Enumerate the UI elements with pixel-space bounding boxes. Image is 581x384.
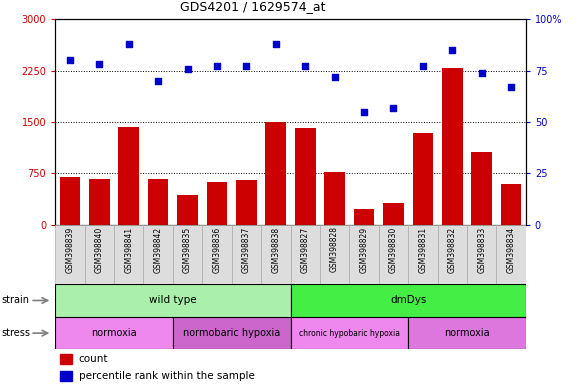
Bar: [471, 152, 492, 225]
Bar: [290, 225, 320, 284]
Bar: [55, 225, 85, 284]
Bar: [114, 225, 144, 284]
Text: GSM398833: GSM398833: [477, 227, 486, 273]
Text: GSM398842: GSM398842: [153, 227, 163, 273]
Point: [183, 65, 192, 71]
Bar: [60, 177, 80, 225]
Bar: [501, 184, 521, 225]
Text: GSM398829: GSM398829: [360, 227, 368, 273]
Bar: [442, 68, 462, 225]
Point: [389, 104, 398, 111]
Point: [65, 57, 74, 63]
Bar: [89, 179, 110, 225]
Text: GSM398836: GSM398836: [213, 227, 221, 273]
Text: strain: strain: [1, 295, 29, 306]
Point: [447, 47, 457, 53]
Bar: [232, 225, 261, 284]
Point: [242, 63, 251, 70]
Text: GSM398835: GSM398835: [183, 227, 192, 273]
Point: [124, 41, 134, 47]
Bar: [320, 225, 349, 284]
Bar: [408, 225, 437, 284]
Text: GDS4201 / 1629574_at: GDS4201 / 1629574_at: [180, 0, 325, 13]
Text: GSM398831: GSM398831: [418, 227, 428, 273]
Text: count: count: [79, 354, 108, 364]
Bar: [261, 225, 290, 284]
Bar: [408, 317, 526, 349]
Bar: [173, 317, 290, 349]
Point: [507, 84, 516, 90]
Bar: [144, 225, 173, 284]
Bar: [354, 209, 374, 225]
Point: [330, 74, 339, 80]
Bar: [119, 127, 139, 225]
Bar: [266, 122, 286, 225]
Text: chronic hypobaric hypoxia: chronic hypobaric hypoxia: [299, 329, 400, 338]
Text: GSM398830: GSM398830: [389, 227, 398, 273]
Text: normobaric hypoxia: normobaric hypoxia: [183, 328, 280, 338]
Bar: [202, 225, 232, 284]
Text: normoxia: normoxia: [91, 328, 137, 338]
Text: percentile rank within the sample: percentile rank within the sample: [79, 371, 254, 381]
Bar: [177, 195, 198, 225]
Bar: [324, 172, 345, 225]
Bar: [413, 133, 433, 225]
Text: GSM398840: GSM398840: [95, 227, 104, 273]
Text: normoxia: normoxia: [444, 328, 490, 338]
Text: GSM398837: GSM398837: [242, 227, 251, 273]
Text: wild type: wild type: [149, 295, 196, 306]
Bar: [60, 354, 71, 364]
Point: [418, 63, 428, 70]
Bar: [349, 225, 379, 284]
Text: GSM398841: GSM398841: [124, 227, 133, 273]
Bar: [85, 225, 114, 284]
Bar: [295, 128, 315, 225]
Bar: [236, 180, 257, 225]
Text: GSM398827: GSM398827: [301, 227, 310, 273]
Text: stress: stress: [1, 328, 30, 338]
Bar: [290, 317, 408, 349]
Bar: [60, 371, 71, 381]
Point: [271, 41, 281, 47]
Bar: [173, 225, 202, 284]
Point: [360, 109, 369, 115]
Bar: [467, 225, 496, 284]
Bar: [379, 225, 408, 284]
Point: [477, 70, 486, 76]
Text: dmDys: dmDys: [390, 295, 426, 306]
Bar: [55, 284, 290, 317]
Bar: [383, 204, 404, 225]
Point: [212, 63, 221, 70]
Bar: [148, 179, 168, 225]
Bar: [207, 182, 227, 225]
Text: GSM398839: GSM398839: [66, 227, 74, 273]
Text: GSM398832: GSM398832: [448, 227, 457, 273]
Point: [300, 63, 310, 70]
Bar: [55, 317, 173, 349]
Text: GSM398834: GSM398834: [507, 227, 515, 273]
Bar: [437, 225, 467, 284]
Text: GSM398838: GSM398838: [271, 227, 280, 273]
Text: GSM398828: GSM398828: [330, 227, 339, 272]
Point: [153, 78, 163, 84]
Bar: [496, 225, 526, 284]
Bar: [290, 284, 526, 317]
Point: [95, 61, 104, 68]
